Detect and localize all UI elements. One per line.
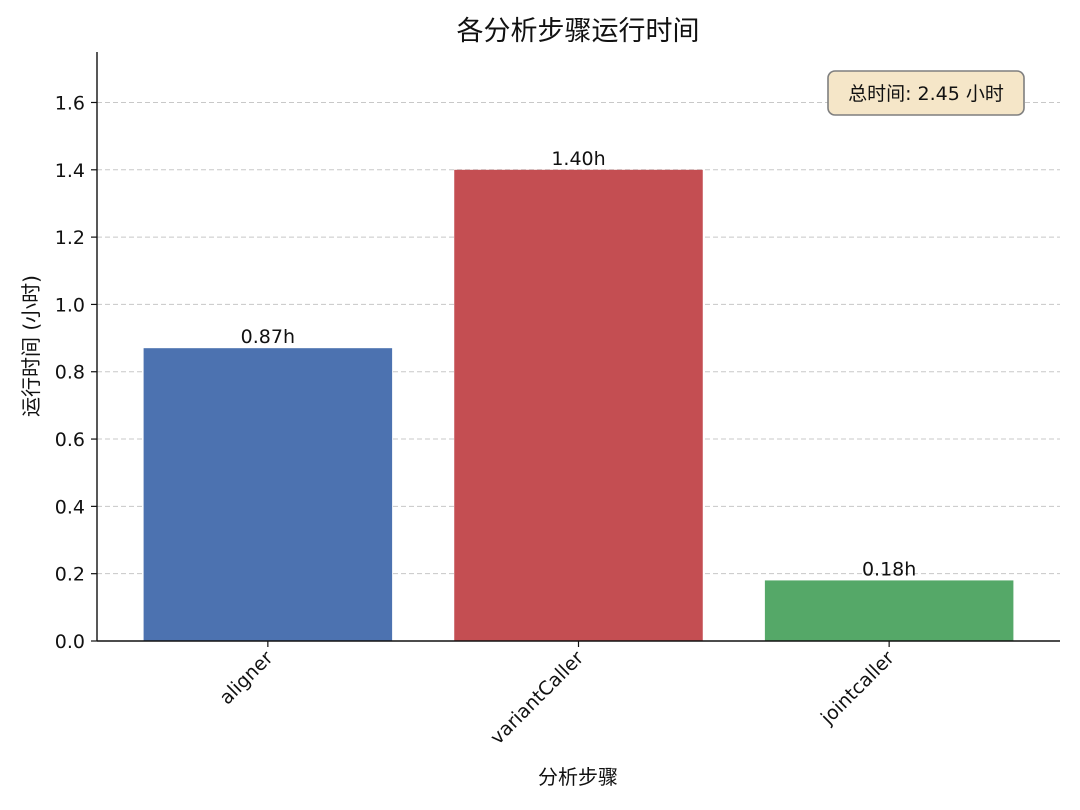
bar-aligner xyxy=(143,348,393,641)
bar-jointcaller xyxy=(764,580,1014,641)
y-tick-label: 1.0 xyxy=(55,294,85,316)
annotation-box-background xyxy=(827,70,1025,116)
annotation-text: 总时间: 2.45 小时 xyxy=(848,83,1004,105)
x-axis-ticks: aligner variantCaller jointcaller xyxy=(215,641,899,749)
bar-value-label: 1.40h xyxy=(551,148,605,170)
total-time-annotation: 总时间: 2.45 小时 xyxy=(827,70,1025,116)
bar-value-label: 0.87h xyxy=(241,326,295,348)
chart-title: 各分析步骤运行时间 xyxy=(457,16,700,47)
x-tick-label: variantCaller xyxy=(486,647,588,749)
y-tick-label: 0.8 xyxy=(55,362,85,384)
y-tick-label: 1.6 xyxy=(55,92,85,114)
y-tick-label: 0.2 xyxy=(55,564,85,586)
x-tick-label: jointcaller xyxy=(816,647,899,730)
y-tick-label: 1.4 xyxy=(55,160,85,182)
bar-variantCaller xyxy=(454,169,703,642)
x-axis-title: 分析步骤 xyxy=(538,765,618,789)
y-tick-label: 1.2 xyxy=(55,227,85,249)
y-axis-ticks: 0.0 0.2 0.4 0.6 0.8 1.0 1.2 1.4 1.6 xyxy=(55,92,97,653)
bar-value-label: 0.18h xyxy=(862,558,916,580)
y-tick-label: 0.0 xyxy=(55,631,85,653)
bar-value-labels: 0.87h 1.40h 0.18h xyxy=(241,148,917,581)
bars xyxy=(143,169,1014,642)
y-tick-label: 0.4 xyxy=(55,496,85,518)
x-tick-label: aligner xyxy=(215,647,277,709)
y-tick-label: 0.6 xyxy=(55,429,85,451)
y-axis-title: 运行时间 (小时) xyxy=(19,275,43,417)
